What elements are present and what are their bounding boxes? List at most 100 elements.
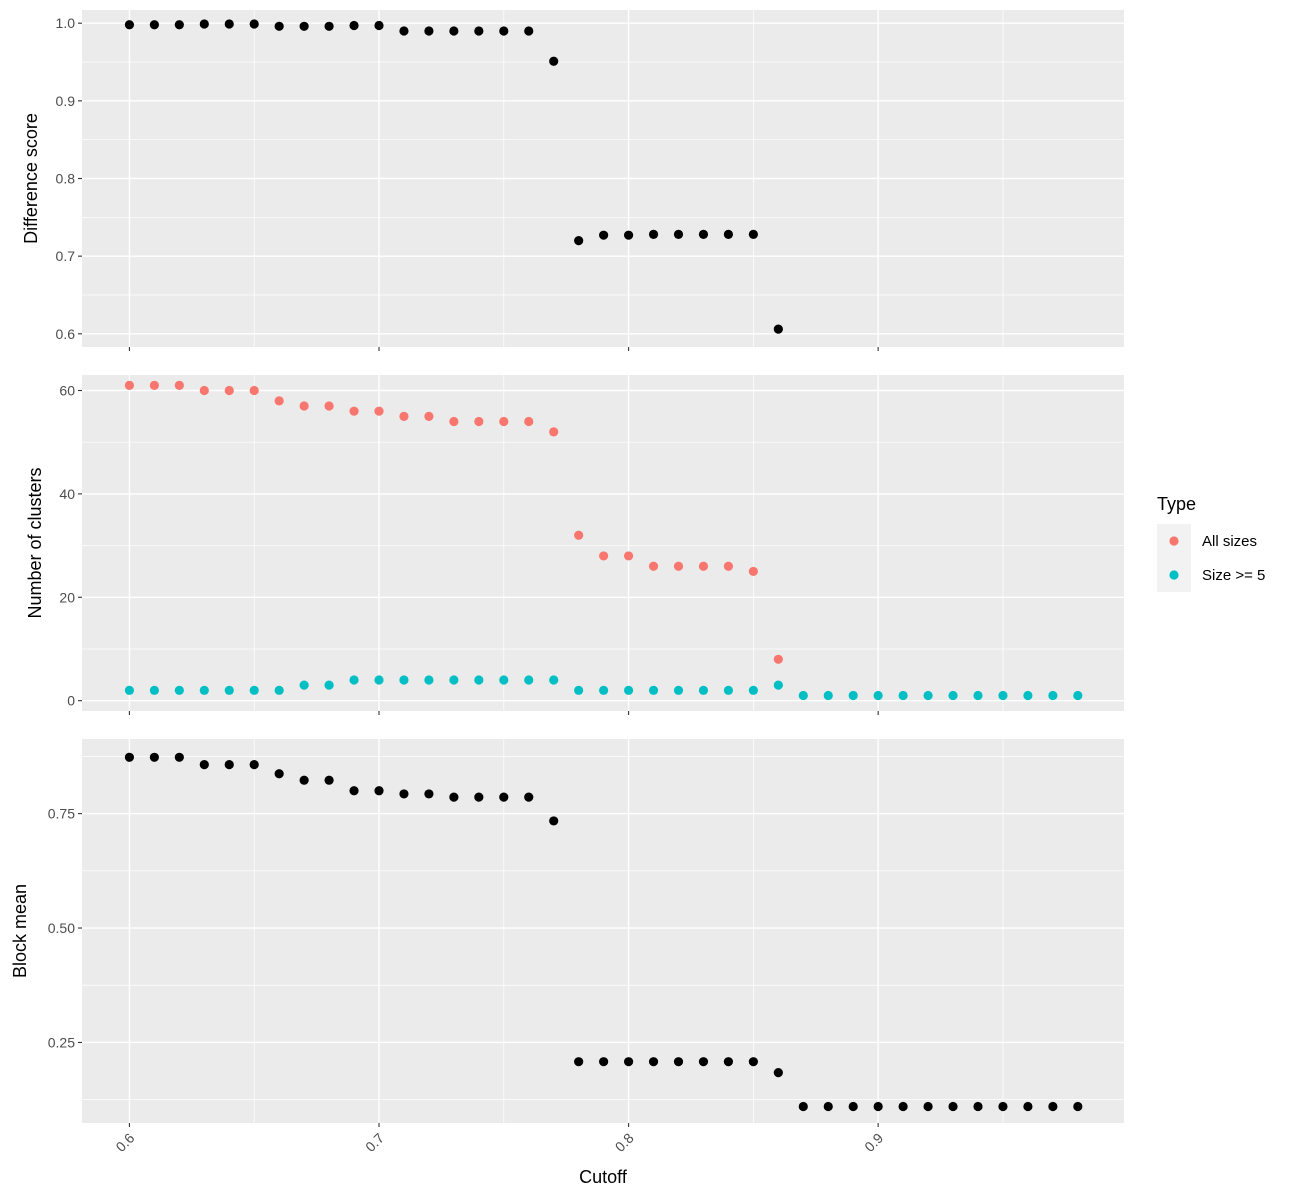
data-point [524,675,534,685]
legend-title: Type [1157,494,1196,514]
data-point [923,690,933,701]
data-point [1073,690,1083,701]
data-point [698,685,709,695]
data-point [124,380,135,390]
data-point [873,690,883,701]
data-point [299,21,309,31]
data-point [973,690,983,701]
y-axis-title: Difference score [21,113,41,244]
data-point [199,760,209,770]
data-point [698,229,709,240]
data-point [898,690,908,701]
y-tick-label: 60 [59,383,75,399]
data-point [898,1101,908,1112]
data-point [149,685,159,695]
data-point [673,229,684,240]
data-point [199,685,209,695]
data-point [449,26,459,36]
y-tick-label: 0.50 [48,920,75,936]
data-point [673,685,684,695]
legend: Type All sizes Size >= 5 [1157,494,1265,592]
data-point [274,21,284,31]
legend-key-point [1169,536,1179,546]
legend-entry: Size >= 5 [1157,558,1265,592]
data-point [124,20,135,30]
data-point [574,685,584,695]
data-point [499,792,509,802]
panel-1: 0.6 0.7 0.8 0.9 1.0 Difference score [21,10,1124,351]
data-point [723,1057,734,1067]
y-tick-label: 0.25 [48,1034,75,1050]
data-point [723,685,734,695]
data-point [599,230,609,240]
data-point [174,20,184,30]
data-point [449,792,459,802]
data-point [748,685,758,695]
legend-label: Size >= 5 [1202,567,1265,584]
data-point [174,685,184,695]
data-point [1073,1101,1083,1112]
data-point [474,416,484,427]
data-point [149,20,159,30]
data-point [374,675,384,685]
data-point [274,769,284,779]
data-point [374,20,384,31]
data-point [574,1057,584,1067]
data-point [549,56,559,66]
x-tick-label: 0.7 [362,1130,387,1155]
data-point [349,20,359,31]
panel-2: 0 20 40 60 Number of clusters [25,375,1124,715]
y-tick-label: 0 [67,693,75,709]
y-axis-title: Block mean [10,884,30,978]
data-point [673,561,684,571]
data-point [274,396,284,406]
data-point [723,229,734,240]
data-point [599,685,609,695]
data-point [773,1068,783,1078]
data-point [1023,690,1033,701]
data-point [399,411,409,421]
data-point [1048,1101,1058,1112]
data-point [623,551,634,561]
data-point [723,561,734,571]
data-point [449,416,459,427]
data-point [773,324,783,334]
data-point [424,675,434,685]
data-point [648,561,659,571]
series-points [124,19,783,334]
data-point [424,26,434,36]
data-point [449,675,459,685]
data-point [798,690,808,701]
data-point [399,675,409,685]
legend-entry: All sizes [1157,524,1257,558]
data-point [648,1057,659,1067]
data-point [174,752,184,762]
data-point [623,685,634,695]
x-tick-label: 0.8 [612,1130,637,1155]
data-point [299,775,309,785]
data-point [798,1101,808,1112]
data-point [349,786,359,796]
y-tick-label: 0.75 [48,806,75,822]
data-point [524,26,534,36]
panel-3: 0.25 0.50 0.75 Block mean 0.6 0.7 0.8 0.9 [10,739,1124,1155]
y-tick-label: 0.6 [56,326,76,342]
data-point [524,792,534,802]
y-tick-label: 1.0 [56,15,76,31]
data-point [648,685,659,695]
data-point [299,401,309,411]
data-point [848,690,858,701]
data-point [199,385,209,396]
data-point [174,380,184,390]
data-point [549,427,559,437]
data-point [399,26,409,36]
data-point [698,561,709,571]
data-point [249,685,259,695]
data-point [973,1101,983,1112]
data-point [524,416,534,427]
data-point [499,26,509,36]
data-point [773,654,783,664]
data-point [623,230,634,240]
data-point [474,675,484,685]
data-point [224,685,234,695]
